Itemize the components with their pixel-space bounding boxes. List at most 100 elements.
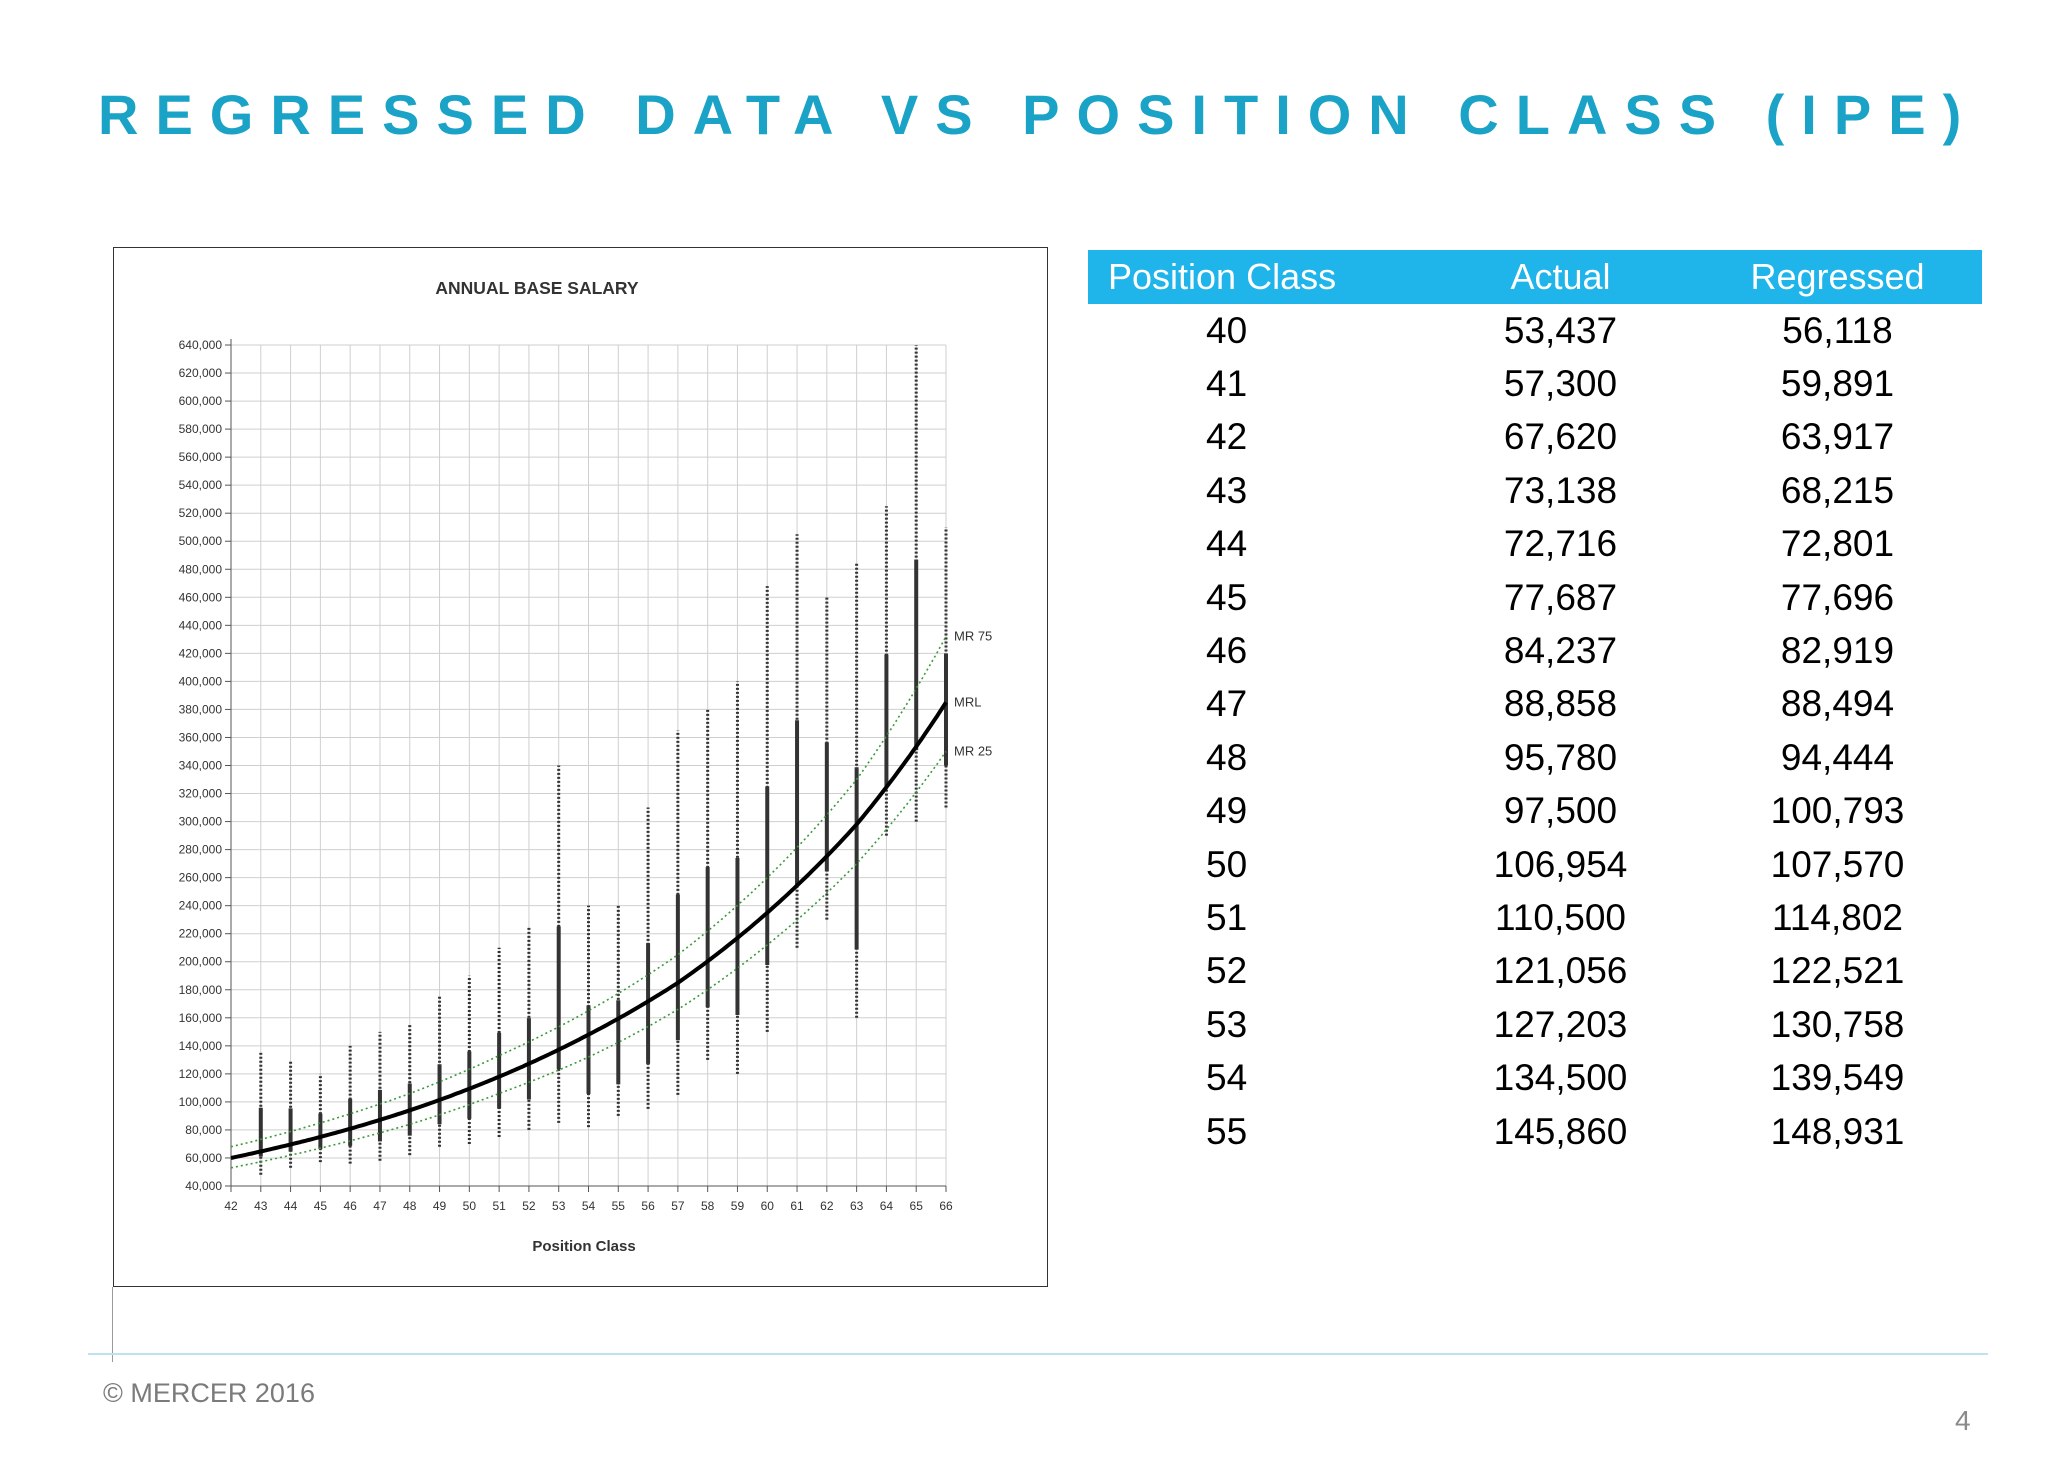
table-row: 47 88,858 88,494 xyxy=(1088,678,1982,731)
cell-position-class: 50 xyxy=(1206,843,1248,885)
cell-regressed: 88,494 xyxy=(1780,683,1895,725)
series-label: MR 25 xyxy=(954,743,992,758)
x-tick-label: 42 xyxy=(224,1199,238,1213)
left-rule xyxy=(112,1287,113,1362)
table-row: 49 97,500 100,793 xyxy=(1088,785,1982,838)
cell-position-class: 55 xyxy=(1206,1110,1248,1152)
salary-chart: ANNUAL BASE SALARY 40,000 60,000 80,000 100… xyxy=(179,278,993,1255)
table-row: 50 106,954 107,570 xyxy=(1088,838,1982,891)
table-row: 43 73,138 68,215 xyxy=(1088,464,1982,517)
y-tick-label: 540,000 xyxy=(179,478,223,492)
cell-position-class: 47 xyxy=(1206,683,1248,725)
x-tick-label: 51 xyxy=(492,1199,506,1213)
series-label: MR 75 xyxy=(954,629,992,644)
cell-position-class: 49 xyxy=(1206,790,1248,832)
y-tick-label: 480,000 xyxy=(179,562,223,576)
y-tick-label: 340,000 xyxy=(179,759,223,773)
copyright-footer: © MERCER 2016 xyxy=(103,1378,315,1408)
y-tick-label: 420,000 xyxy=(179,646,223,660)
cell-actual: 127,203 xyxy=(1493,1003,1628,1045)
x-tick-label: 64 xyxy=(880,1199,894,1213)
x-tick-label: 49 xyxy=(433,1199,447,1213)
table-body: 40 53,437 56,118 41 57,300 59,891 42 67,620 63,9… xyxy=(1088,304,1982,1158)
cell-position-class: 52 xyxy=(1206,950,1248,992)
y-tick-label: 440,000 xyxy=(179,618,223,632)
cell-actual: 106,954 xyxy=(1493,843,1628,885)
cell-position-class: 44 xyxy=(1206,523,1248,565)
cell-regressed: 100,793 xyxy=(1770,790,1905,832)
table-row: 44 72,716 72,801 xyxy=(1088,518,1982,571)
x-tick-label: 60 xyxy=(761,1199,775,1213)
y-tick-label: 40,000 xyxy=(185,1179,222,1193)
x-tick-label: 56 xyxy=(641,1199,655,1213)
table-row: 40 53,437 56,118 xyxy=(1088,304,1982,357)
y-tick-label: 520,000 xyxy=(179,506,223,520)
x-tick-label: 46 xyxy=(343,1199,357,1213)
table-row: 45 77,687 77,696 xyxy=(1088,571,1982,624)
cell-regressed: 107,570 xyxy=(1770,843,1905,885)
y-tick-label: 320,000 xyxy=(179,787,223,801)
cell-regressed: 122,521 xyxy=(1770,950,1905,992)
y-tick-label: 560,000 xyxy=(179,450,223,464)
cell-regressed: 77,696 xyxy=(1780,576,1895,618)
cell-position-class: 48 xyxy=(1206,736,1248,778)
column-header-position-class: Position Class xyxy=(1088,250,1428,304)
x-tick-label: 65 xyxy=(910,1199,924,1213)
table-row: 48 95,780 94,444 xyxy=(1088,731,1982,784)
cell-actual: 67,620 xyxy=(1503,416,1618,458)
y-tick-label: 220,000 xyxy=(179,927,223,941)
chart-panel: ANNUAL BASE SALARY 40,000 60,000 80,000 100… xyxy=(113,247,1048,1287)
y-tick-label: 620,000 xyxy=(179,366,223,380)
x-tick-label: 43 xyxy=(254,1199,268,1213)
cell-actual: 53,437 xyxy=(1503,309,1618,351)
x-tick-label: 62 xyxy=(820,1199,834,1213)
cell-regressed: 139,549 xyxy=(1770,1057,1905,1099)
x-tick-label: 58 xyxy=(701,1199,715,1213)
x-tick-label: 47 xyxy=(373,1199,387,1213)
cell-position-class: 45 xyxy=(1206,576,1248,618)
series-labels: MR 75 MRL MR 25 xyxy=(954,629,992,759)
x-tick-label: 55 xyxy=(612,1199,626,1213)
cell-position-class: 41 xyxy=(1206,363,1248,405)
x-tick-label: 66 xyxy=(939,1199,953,1213)
cell-regressed: 130,758 xyxy=(1770,1003,1905,1045)
y-tick-label: 160,000 xyxy=(179,1011,223,1025)
cell-regressed: 56,118 xyxy=(1782,309,1893,351)
cell-regressed: 63,917 xyxy=(1780,416,1895,458)
y-tick-label: 280,000 xyxy=(179,843,223,857)
x-tick-label: 61 xyxy=(790,1199,804,1213)
table-header-row: Position Class Actual Regressed xyxy=(1088,250,1982,304)
cell-position-class: 42 xyxy=(1206,416,1248,458)
cell-actual: 73,138 xyxy=(1503,469,1618,511)
y-tick-label: 300,000 xyxy=(179,815,223,829)
y-tick-label: 260,000 xyxy=(179,871,223,885)
y-tick-label: 180,000 xyxy=(179,983,223,997)
cell-actual: 121,056 xyxy=(1493,950,1628,992)
cell-actual: 145,860 xyxy=(1493,1110,1628,1152)
cell-position-class: 53 xyxy=(1206,1003,1248,1045)
page-number: 4 xyxy=(1955,1405,1971,1436)
x-tick-label: 45 xyxy=(314,1199,328,1213)
series-line-mr-25 xyxy=(230,751,947,1169)
cell-position-class: 54 xyxy=(1206,1057,1248,1099)
y-tick-label: 140,000 xyxy=(179,1039,223,1053)
cell-actual: 88,858 xyxy=(1503,683,1618,725)
series-line-mrl xyxy=(230,701,948,1160)
y-tick-label: 380,000 xyxy=(179,702,223,716)
series-label: MRL xyxy=(954,694,981,709)
y-tick-label: 600,000 xyxy=(179,394,223,408)
cell-actual: 57,300 xyxy=(1503,363,1618,405)
cell-regressed: 72,801 xyxy=(1780,523,1895,565)
slide-title: REGRESSED DATA VS POSITION CLASS (IPE) xyxy=(98,83,1979,146)
cell-regressed: 59,891 xyxy=(1780,363,1895,405)
y-tick-label: 460,000 xyxy=(179,590,223,604)
y-tick-label: 80,000 xyxy=(185,1123,222,1137)
table-row: 41 57,300 59,891 xyxy=(1088,357,1982,410)
y-tick-label: 240,000 xyxy=(179,899,223,913)
column-header-regressed: Regressed xyxy=(1693,250,1982,304)
curve-lines xyxy=(230,636,948,1169)
cell-position-class: 43 xyxy=(1206,469,1248,511)
column-header-actual: Actual xyxy=(1428,250,1693,304)
cell-actual: 77,687 xyxy=(1503,576,1618,618)
salary-table: Position Class Actual Regressed 40 53,437… xyxy=(1088,250,1982,1158)
